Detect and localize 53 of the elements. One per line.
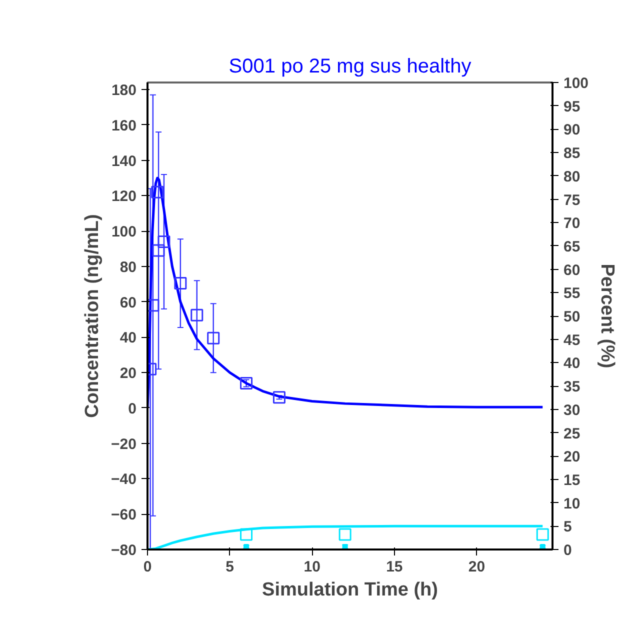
x-axis-title: Simulation Time (h) [262, 580, 438, 600]
point [240, 376, 253, 390]
y2-tick-label: 10 [564, 495, 580, 512]
y2-tick-label: 20 [564, 448, 580, 466]
y2-tick-label: 90 [564, 122, 580, 139]
y-tick-label: −40 [111, 471, 137, 488]
y-tick-label: 80 [120, 258, 137, 276]
x-tick-label: 5 [226, 558, 234, 576]
point [151, 186, 164, 198]
y-axis-title: Concentration (ng/mL) [82, 214, 104, 418]
y-tick-label: 60 [120, 294, 137, 312]
y2-tick-label: 75 [564, 192, 580, 209]
y2-tick-label: 45 [564, 332, 580, 349]
y2-tick-label: 55 [564, 285, 580, 302]
point [190, 308, 204, 322]
y2-tick-label: 25 [564, 425, 580, 442]
y2-tick-label: 50 [564, 308, 580, 326]
y-tick-label: 100 [111, 224, 137, 241]
y2-tick-label: 80 [564, 168, 580, 186]
chart-title: S001 po 25 mg sus healthy [228, 56, 472, 78]
y2-tick-label: 30 [564, 402, 580, 419]
y2-tick-label: 0 [564, 542, 572, 559]
y-tick-label: −60 [111, 506, 137, 524]
y-tick-label: 0 [128, 400, 136, 418]
y2-tick-label: 100 [564, 75, 589, 92]
y-tick-label: −80 [111, 542, 137, 559]
x-tick-label: 0 [143, 558, 152, 576]
y-tick-label: 120 [111, 188, 137, 206]
point [152, 244, 165, 257]
y-tick-label: −20 [111, 436, 137, 453]
point [207, 332, 220, 344]
point [174, 277, 187, 290]
y2-tick-label: 70 [564, 215, 580, 232]
y2-tick-label: 85 [564, 145, 580, 162]
y2-tick-label: 15 [564, 472, 580, 489]
y-tick-label: 140 [111, 152, 137, 170]
point [158, 235, 170, 248]
y-tick-label: 180 [111, 82, 137, 100]
y2-tick-label: 5 [564, 518, 572, 536]
y2-tick-label: 60 [564, 262, 580, 279]
y-tick-label: 40 [120, 330, 137, 347]
point [272, 391, 286, 404]
y2-tick-label: 95 [564, 98, 580, 116]
y2-tick-label: 35 [564, 378, 580, 396]
y2-tick-label: 40 [564, 355, 580, 372]
line-series [148, 176, 544, 410]
x-tick-label: 10 [304, 558, 320, 576]
y-tick-label: 160 [111, 117, 137, 134]
y2-tick-label: 65 [564, 238, 580, 256]
y2-axis-title: Percent (%) [596, 264, 618, 368]
x-tick-label: 20 [468, 558, 486, 576]
x-tick-label: 15 [386, 558, 403, 576]
y-tick-label: 20 [120, 365, 137, 382]
